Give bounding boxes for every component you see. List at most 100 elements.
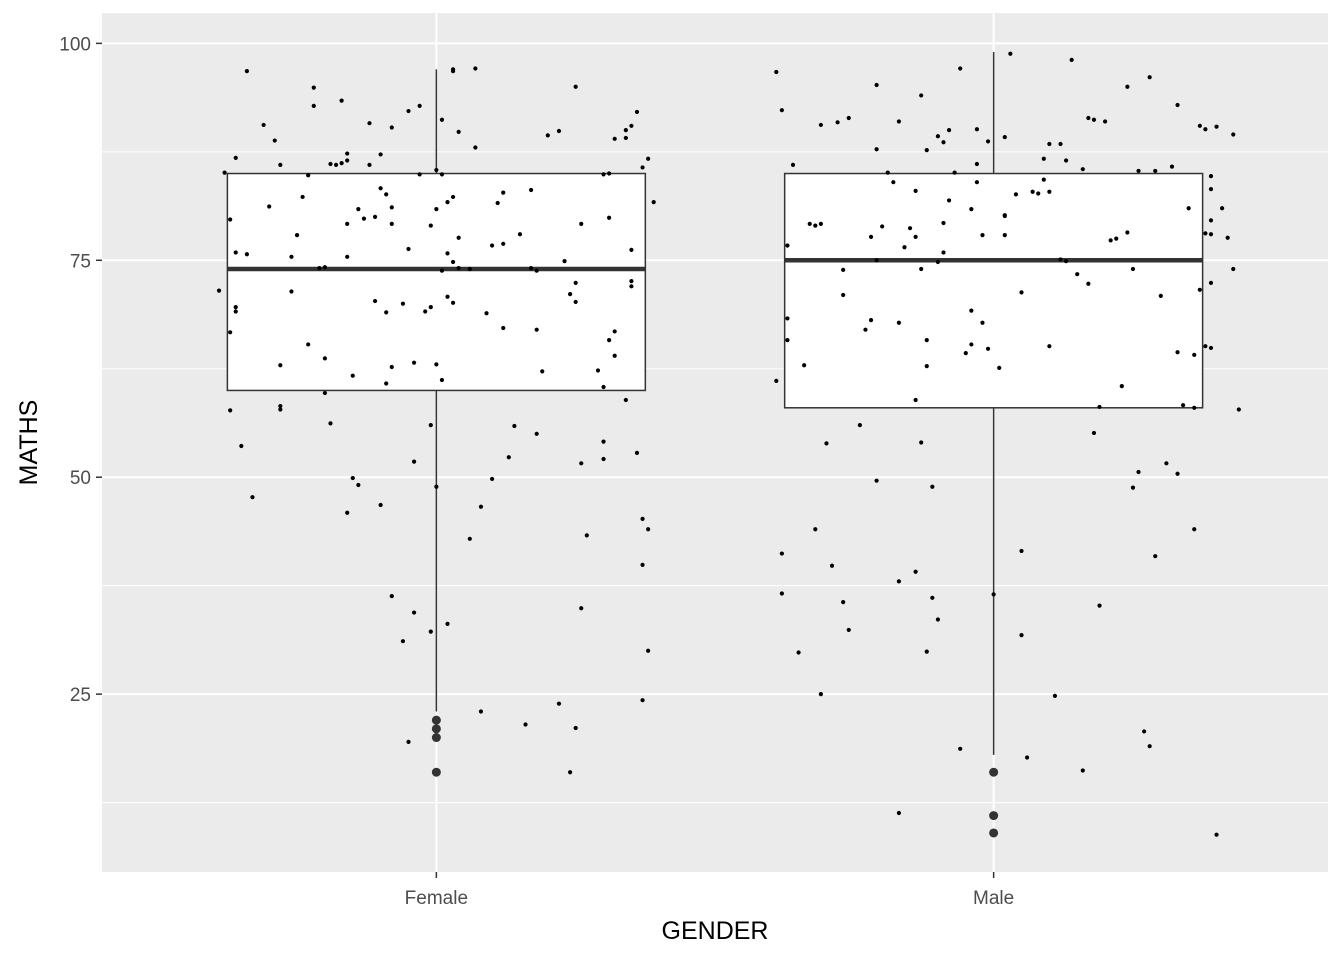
jitter-point bbox=[779, 108, 784, 113]
jitter-point bbox=[941, 220, 946, 226]
jitter-point bbox=[991, 592, 996, 597]
y-axis-title: MATHS bbox=[15, 400, 43, 486]
jitter-point bbox=[1220, 206, 1225, 211]
jitter-point bbox=[579, 606, 584, 611]
jitter-point bbox=[389, 593, 394, 599]
jitter-point bbox=[1175, 350, 1180, 355]
jitter-point bbox=[857, 423, 862, 428]
jitter-point bbox=[796, 650, 801, 655]
jitter-point bbox=[356, 206, 361, 212]
jitter-point bbox=[774, 69, 779, 75]
y-tick-label: 50 bbox=[70, 468, 91, 489]
jitter-point bbox=[228, 408, 233, 413]
box-iqr bbox=[783, 172, 1204, 409]
jitter-point bbox=[1002, 213, 1007, 218]
jitter-point bbox=[607, 171, 612, 176]
jitter-point bbox=[924, 364, 929, 369]
jitter-point bbox=[1041, 156, 1046, 161]
jitter-point bbox=[1108, 238, 1113, 243]
jitter-point bbox=[1214, 832, 1219, 837]
jitter-point bbox=[1002, 233, 1007, 238]
jitter-point bbox=[233, 309, 238, 314]
jitter-point bbox=[1080, 768, 1085, 773]
jitter-point bbox=[239, 443, 244, 449]
jitter-point bbox=[322, 265, 328, 270]
jitter-point bbox=[818, 692, 823, 697]
jitter-point bbox=[1130, 485, 1136, 490]
jitter-point bbox=[384, 381, 389, 386]
jitter-point bbox=[1024, 755, 1030, 760]
jitter-point bbox=[1208, 280, 1214, 285]
jitter-point bbox=[345, 254, 350, 259]
jitter-point bbox=[874, 82, 879, 88]
jitter-point bbox=[378, 502, 383, 508]
jitter-point bbox=[1063, 158, 1069, 163]
jitter-point bbox=[896, 119, 902, 124]
jitter-point bbox=[428, 629, 433, 634]
jitter-point bbox=[450, 259, 456, 265]
jitter-point bbox=[495, 200, 500, 206]
jitter-point bbox=[952, 170, 957, 175]
jitter-point bbox=[634, 109, 640, 115]
jitter-point bbox=[573, 725, 578, 731]
jitter-point bbox=[1130, 266, 1136, 272]
jitter-point bbox=[935, 259, 941, 265]
plot-panel bbox=[102, 13, 1328, 872]
outlier-point bbox=[431, 724, 441, 734]
jitter-point bbox=[322, 356, 328, 361]
jitter-point bbox=[367, 121, 372, 126]
jitter-point bbox=[868, 234, 874, 239]
jitter-point bbox=[829, 563, 835, 568]
jitter-point bbox=[874, 478, 879, 483]
jitter-point bbox=[434, 484, 439, 489]
jitter-point bbox=[1197, 287, 1202, 292]
jitter-point bbox=[523, 722, 528, 727]
jitter-point bbox=[244, 69, 249, 74]
jitter-point bbox=[350, 475, 355, 481]
jitter-point bbox=[1097, 404, 1102, 410]
jitter-points bbox=[216, 51, 1241, 837]
jitter-point bbox=[874, 258, 879, 263]
jitter-point bbox=[924, 338, 929, 343]
jitter-point bbox=[818, 122, 823, 128]
jitter-point bbox=[478, 709, 484, 714]
jitter-point bbox=[1231, 266, 1236, 272]
jitter-point bbox=[228, 330, 233, 335]
jitter-point bbox=[289, 254, 294, 259]
jitter-point bbox=[640, 562, 645, 567]
jitter-point bbox=[974, 127, 980, 132]
jitter-point bbox=[568, 292, 573, 297]
jitter-point bbox=[612, 329, 617, 334]
jitter-point bbox=[935, 134, 941, 139]
jitter-point bbox=[1231, 132, 1236, 137]
jitter-point bbox=[1203, 344, 1208, 349]
jitter-point bbox=[1197, 123, 1202, 128]
jitter-point bbox=[501, 241, 506, 246]
jitter-point bbox=[244, 252, 249, 257]
jitter-point bbox=[874, 147, 879, 152]
jitter-point bbox=[1013, 192, 1019, 197]
jitter-point bbox=[289, 289, 294, 294]
jitter-point bbox=[1214, 124, 1219, 129]
jitter-point bbox=[389, 221, 394, 226]
jitter-point bbox=[646, 527, 651, 532]
jitter-point bbox=[941, 140, 946, 145]
jitter-point bbox=[885, 170, 890, 175]
jitter-point bbox=[1158, 293, 1163, 298]
jitter-point bbox=[456, 265, 461, 271]
jitter-point bbox=[1091, 117, 1097, 122]
jitter-point bbox=[428, 305, 433, 310]
jitter-point bbox=[913, 234, 918, 239]
jitter-point bbox=[467, 266, 472, 272]
jitter-point bbox=[958, 66, 963, 71]
jitter-point bbox=[389, 125, 394, 130]
jitter-point bbox=[1147, 75, 1152, 80]
x-axis-title: GENDER bbox=[662, 917, 769, 945]
jitter-point bbox=[997, 365, 1002, 370]
jitter-point bbox=[919, 93, 924, 98]
jitter-point bbox=[980, 320, 985, 325]
outlier-point bbox=[989, 828, 999, 838]
jitter-point bbox=[501, 190, 506, 195]
jitter-point bbox=[1047, 344, 1052, 349]
jitter-point bbox=[417, 103, 422, 108]
